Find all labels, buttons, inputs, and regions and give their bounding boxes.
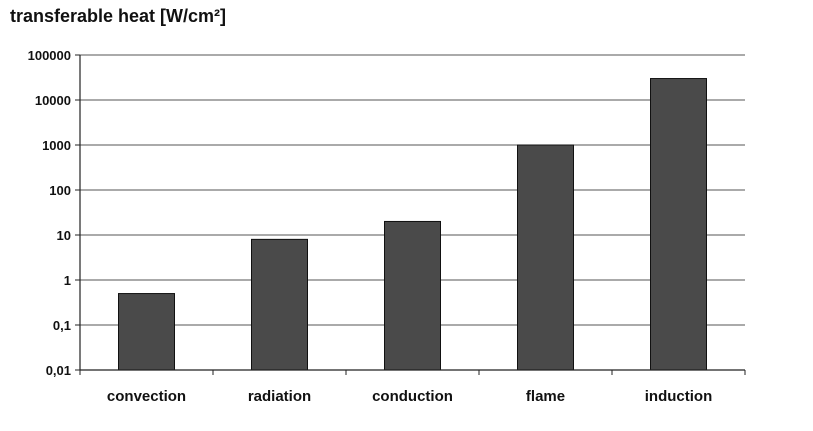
chart-title: transferable heat [W/cm²] — [10, 6, 227, 26]
y-tick-label: 10000 — [35, 93, 71, 108]
y-tick-label: 0,01 — [46, 363, 71, 378]
y-tick-label: 10 — [57, 228, 71, 243]
y-tick-label: 1000 — [42, 138, 71, 153]
bars — [118, 78, 707, 371]
bar-convection — [118, 293, 175, 371]
bar-radiation — [251, 238, 308, 371]
x-category-label: conduction — [372, 388, 453, 405]
x-category-label: convection — [107, 388, 186, 405]
x-category-labels: convection radiation conduction flame induct… — [107, 388, 712, 405]
bar-flame — [517, 144, 574, 371]
y-tick-label: 1 — [64, 273, 71, 288]
axes — [75, 54, 746, 375]
x-category-label: flame — [526, 388, 565, 405]
y-tick-label: 0,1 — [53, 318, 71, 333]
y-tick-label: 100000 — [28, 48, 71, 63]
y-tick-label: 100 — [49, 183, 71, 198]
bar-conduction — [384, 220, 441, 371]
x-category-label: induction — [645, 388, 713, 405]
x-category-label: radiation — [248, 388, 311, 405]
y-tick-labels: 0,01 0,1 1 10 100 1000 10000 100000 — [28, 48, 71, 378]
bar-induction — [650, 78, 707, 371]
